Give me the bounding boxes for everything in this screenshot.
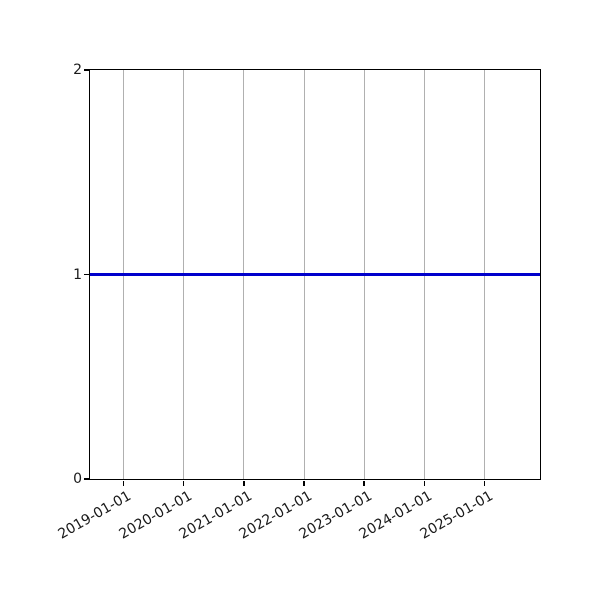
- plot-area: [89, 69, 541, 480]
- x-tick-mark: [423, 480, 426, 486]
- y-tick-mark: [83, 478, 89, 480]
- y-tick-mark: [83, 273, 89, 276]
- y-tick-label: 2: [73, 62, 82, 78]
- x-tick-mark: [243, 480, 245, 486]
- y-tick-mark: [83, 69, 89, 71]
- series-line: [90, 273, 540, 276]
- x-tick-mark: [122, 480, 125, 486]
- y-tick-label: 0: [73, 471, 82, 487]
- x-tick-mark: [483, 480, 486, 486]
- x-tick-mark: [303, 480, 305, 486]
- x-tick-mark: [182, 480, 185, 486]
- y-tick-label: 1: [73, 266, 82, 283]
- x-tick-mark: [363, 480, 365, 486]
